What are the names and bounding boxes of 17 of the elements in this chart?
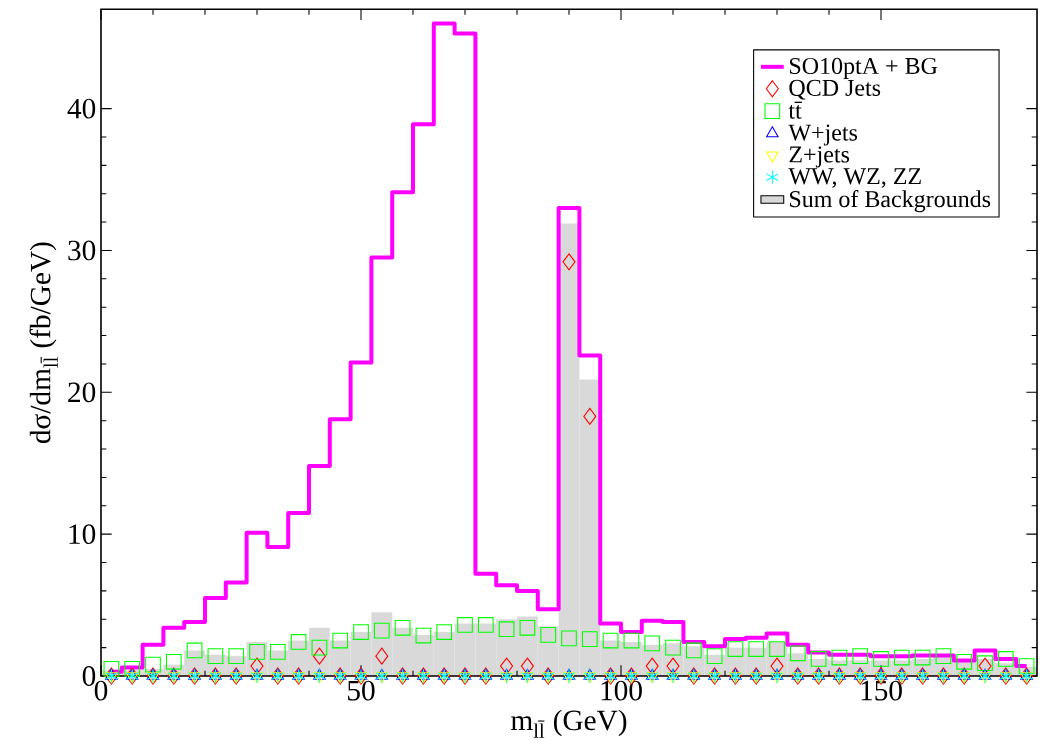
- y-axis-title: dσ/dm$_{ll̄}$ (fb/GeV): [29, 242, 58, 444]
- legend-label: SO10ptA + BG: [790, 57, 938, 79]
- y-tick-label: 40: [67, 98, 96, 119]
- x-tick-label: 100: [601, 680, 642, 701]
- legend-label: Z+jets: [789, 146, 850, 168]
- legend-label: QCD Jets: [789, 79, 881, 100]
- y-tick-label: 10: [69, 524, 96, 545]
- x-tick-label: 150: [861, 680, 902, 701]
- legend-label: W+jets: [788, 124, 858, 146]
- x-tick-label: 50: [348, 680, 375, 701]
- y-tick-label: 30: [68, 240, 96, 261]
- legend-label: WW, WZ, ZZ: [788, 168, 921, 188]
- x-axis-title: m$_{ll̄}$ (GeV): [511, 709, 627, 738]
- legend-label: Sum of Backgrounds: [790, 190, 991, 213]
- y-tick-label: 20: [68, 382, 96, 403]
- y-tick-label: 0: [82, 666, 96, 686]
- legend-label: tt̄: [788, 101, 802, 119]
